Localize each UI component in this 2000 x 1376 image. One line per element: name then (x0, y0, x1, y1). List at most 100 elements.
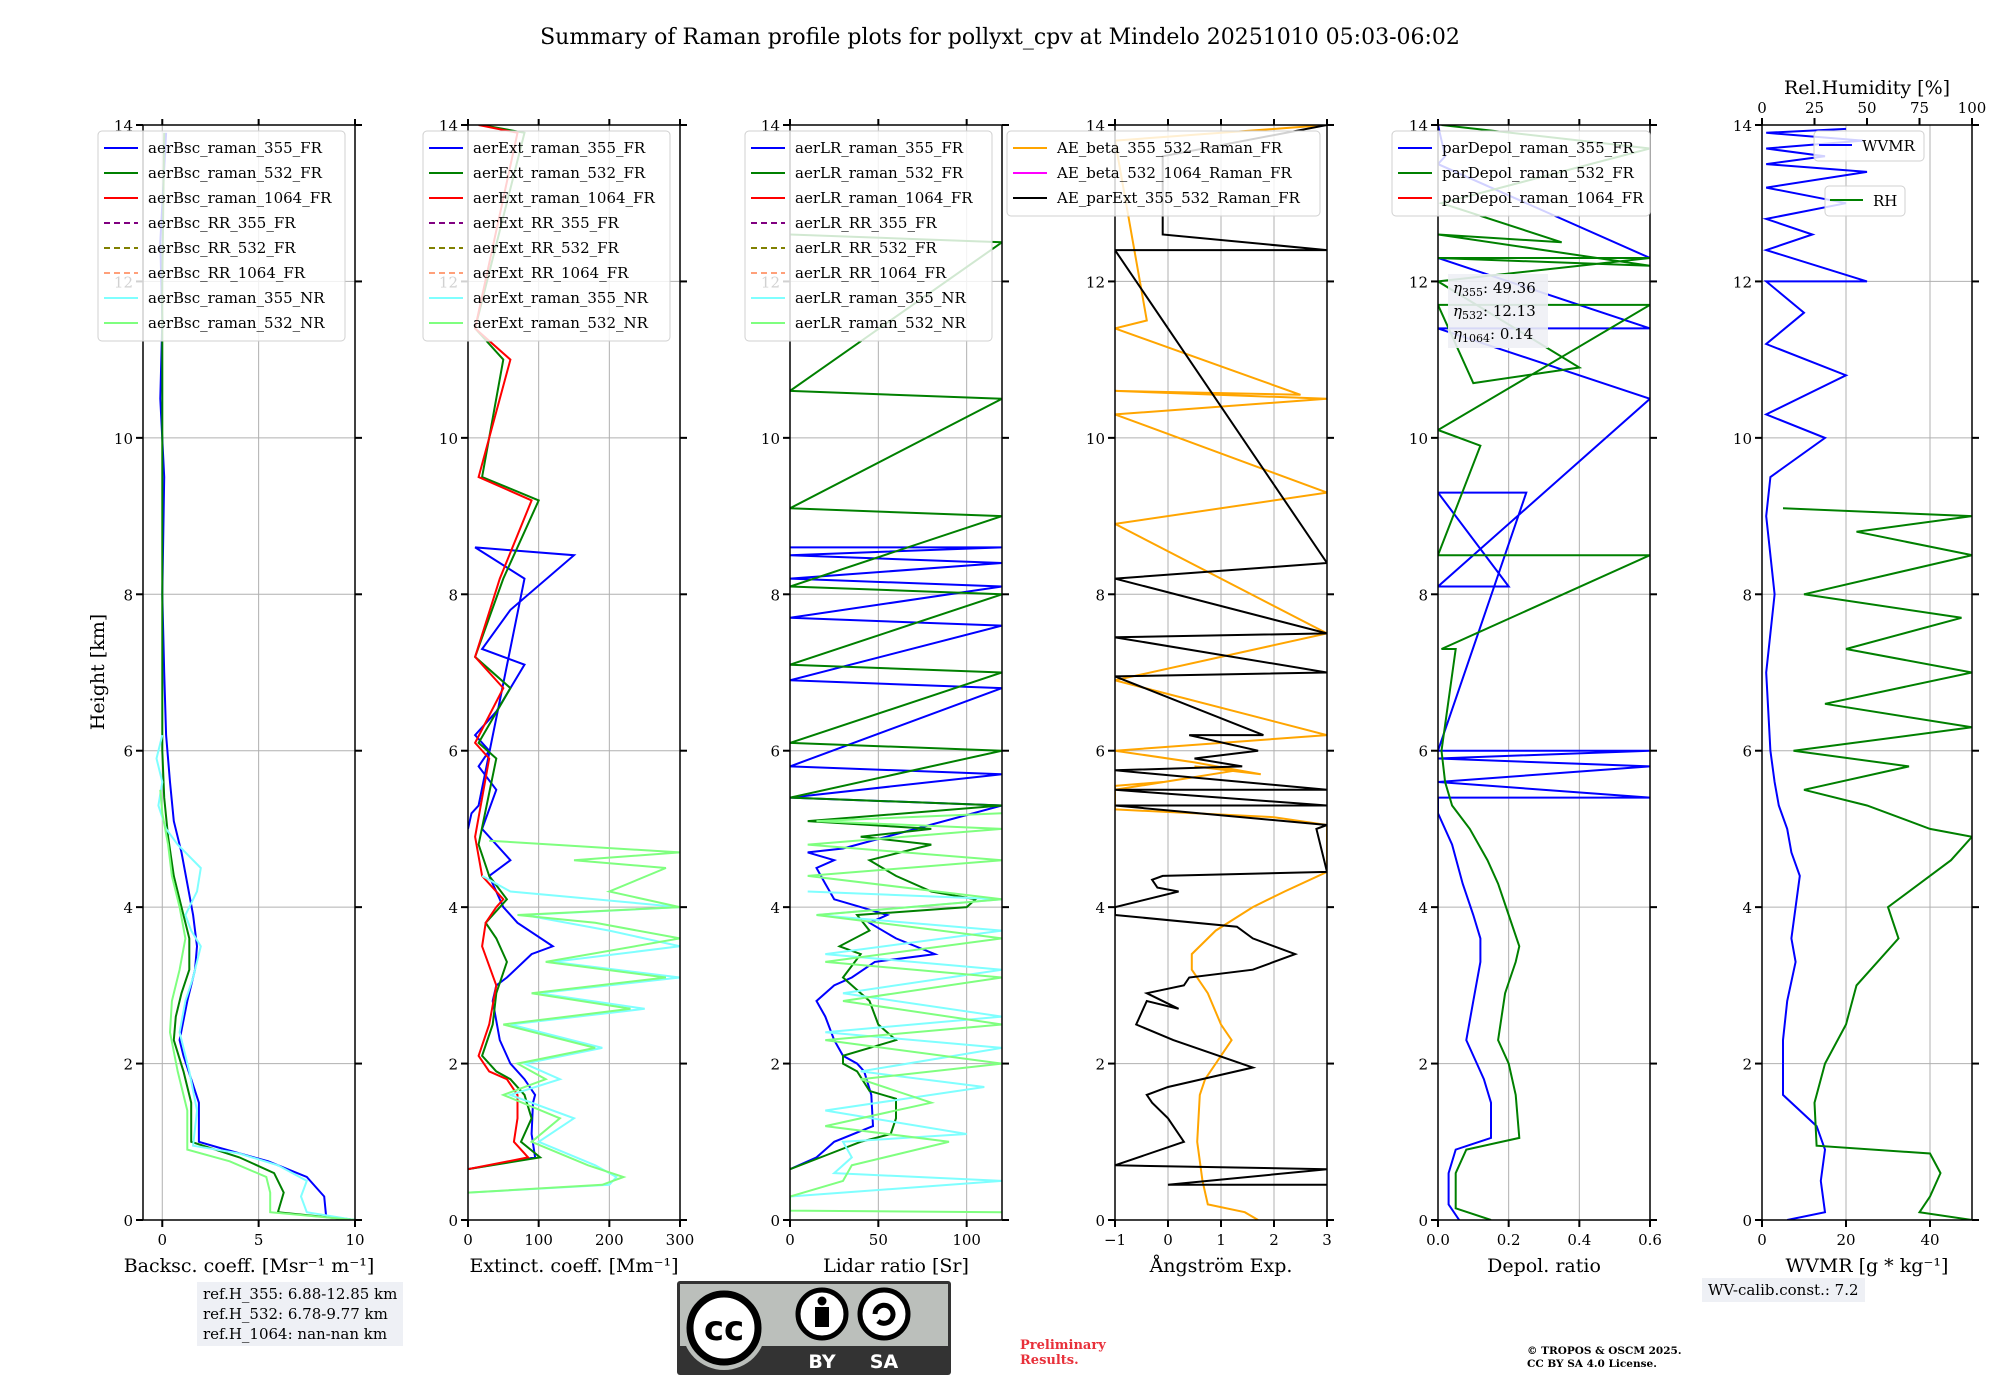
x-axis-label: Backsc. coeff. [Msr⁻¹ m⁻¹] (124, 1255, 375, 1277)
legend-entry: parDepol_raman_1064_FR (1442, 189, 1644, 207)
x-tick-label: 0.6 (1638, 1231, 1662, 1249)
x-axis-label: Lidar ratio [Sr] (823, 1255, 969, 1277)
x-tick-label: 100 (524, 1231, 553, 1249)
y-tick-label: 2 (123, 1056, 133, 1074)
preliminary-results-note: Preliminary Results. (1020, 1338, 1106, 1368)
y-tick-label: 12 (1086, 273, 1105, 291)
series-group (1115, 125, 1327, 1220)
y-tick-label: 4 (1742, 899, 1752, 917)
y-tick-label: 0 (770, 1212, 780, 1230)
legend-entry: WVMR (1862, 137, 1916, 155)
wv-calibration-box: WV-calib.const.: 7.2 (1702, 1278, 1865, 1302)
series-line-aerExt_raman_355_NR (468, 875, 680, 1194)
series-line-aerExt_raman_532_NR (468, 839, 680, 1194)
legend-entry: aerLR_RR_532_FR (795, 239, 937, 257)
x-tick-label: 100 (952, 1231, 981, 1249)
y-tick-label: 10 (1409, 430, 1428, 448)
y-tick-label: 12 (1409, 273, 1428, 291)
y-tick-label: 2 (1742, 1056, 1752, 1074)
series-line-AE_beta_355_532_Raman_FR (1115, 125, 1327, 1220)
y-tick-label: 4 (770, 899, 780, 917)
legend-entry: aerExt_RR_1064_FR (473, 264, 629, 282)
legend-entry: aerExt_raman_532_NR (473, 314, 649, 332)
legend-frame (1813, 130, 1925, 162)
x2-tick-label: 50 (1857, 99, 1876, 117)
legend-frame (1391, 130, 1651, 217)
x-tick-label: 0.0 (1426, 1231, 1450, 1249)
series-group (468, 125, 680, 1194)
x-axis-label: Depol. ratio (1487, 1255, 1601, 1277)
x-tick-label: 10 (345, 1231, 364, 1249)
legend-entry: aerLR_raman_532_NR (795, 314, 966, 332)
legend-entry: aerBsc_raman_532_FR (148, 164, 323, 182)
legend-entry: aerExt_raman_355_FR (473, 139, 646, 157)
y-tick-label: 6 (123, 743, 133, 761)
legend-entry: aerExt_raman_532_FR (473, 164, 646, 182)
y-tick-label: 8 (1742, 586, 1752, 604)
y-tick-label: 10 (1733, 430, 1752, 448)
x-tick-label: 0 (1757, 1231, 1767, 1249)
y-tick-label: 8 (1095, 586, 1105, 604)
badge-by-text: BY (808, 1351, 835, 1373)
cc-icon-text: cc (704, 1309, 744, 1349)
ref-height-355: ref.H_355: 6.88-12.85 km (203, 1285, 398, 1303)
series-group (1762, 127, 1972, 1220)
legend-entry: parDepol_raman_355_FR (1442, 139, 1635, 157)
legend-RH: RH (1824, 185, 1906, 217)
figure-title: Summary of Raman profile plots for polly… (540, 25, 1460, 50)
series-group (790, 233, 1002, 1214)
y-tick-label: 2 (1095, 1056, 1105, 1074)
x-tick-label: 0.2 (1497, 1231, 1521, 1249)
panel-backscatter: 024681012140510Backsc. coeff. [Msr⁻¹ m⁻¹… (97, 117, 375, 1277)
legend-entry: aerLR_raman_1064_FR (795, 189, 973, 207)
legend-entry: aerBsc_RR_532_FR (148, 239, 296, 257)
wv-calibration-text: WV-calib.const.: 7.2 (1708, 1281, 1859, 1299)
copyright-note: © TROPOS & OSCM 2025. CC BY SA 4.0 Licen… (1527, 1345, 1682, 1371)
y-tick-label: 4 (1095, 899, 1105, 917)
series-line-aerBsc_raman_532_FR (161, 132, 355, 1220)
axes-frame (467, 124, 681, 1221)
y-tick-label: 0 (123, 1212, 133, 1230)
y-tick-label: 2 (1418, 1056, 1428, 1074)
y-tick-label: 0 (1095, 1212, 1105, 1230)
legend-entry: aerExt_RR_355_FR (473, 214, 620, 232)
y-tick-label: 2 (448, 1056, 458, 1074)
axes-frame (1437, 124, 1651, 1221)
x-tick-label: 0 (463, 1231, 473, 1249)
y-tick-label: 4 (448, 899, 458, 917)
legend-entry: aerBsc_RR_1064_FR (148, 264, 306, 282)
legend-entry: aerBsc_RR_355_FR (148, 214, 296, 232)
legend-frame (1824, 185, 1906, 217)
legend-entry: aerBsc_raman_1064_FR (148, 189, 332, 207)
y-tick-label: 6 (1418, 743, 1428, 761)
x-tick-label: 300 (666, 1231, 695, 1249)
y-axis-label: Height [km] (87, 614, 109, 730)
legend-entry: aerExt_raman_1064_FR (473, 189, 655, 207)
series-line-WVMR (1762, 127, 1868, 1220)
x-tick-label: 0.4 (1567, 1231, 1591, 1249)
legend-entry: parDepol_raman_532_FR (1442, 164, 1635, 182)
axes-frame (142, 124, 356, 1221)
legend: parDepol_raman_355_FR parDepol_raman_532_… (1391, 130, 1651, 217)
x2-axis-label: Rel.Humidity [%] (1784, 77, 1950, 99)
y-tick-label: 4 (123, 899, 133, 917)
badge-sa-text: SA (870, 1351, 899, 1373)
cc-by-sa-license-badge: cc BY SA (677, 1281, 951, 1375)
legend-frame (744, 130, 993, 342)
x2-tick-label: 75 (1910, 99, 1929, 117)
y-tick-label: 0 (448, 1212, 458, 1230)
series-line-aerLR_raman_532_FR (790, 233, 1002, 1171)
legend-frame (422, 130, 671, 342)
legend-frame (1006, 130, 1321, 217)
eta-value-1064: η1064: 0.14 (1453, 325, 1533, 345)
y-tick-label: 6 (448, 743, 458, 761)
y-tick-label: 8 (1418, 586, 1428, 604)
series-line-RH (1782, 507, 1972, 1220)
x-tick-label: 0 (1163, 1231, 1173, 1249)
x-tick-label: 3 (1322, 1231, 1332, 1249)
x-tick-label: 20 (1836, 1231, 1855, 1249)
share-alike-arrow (872, 1302, 896, 1326)
legend-entry: aerBsc_raman_355_FR (148, 139, 323, 157)
legend-entry: aerBsc_raman_532_NR (148, 314, 325, 332)
